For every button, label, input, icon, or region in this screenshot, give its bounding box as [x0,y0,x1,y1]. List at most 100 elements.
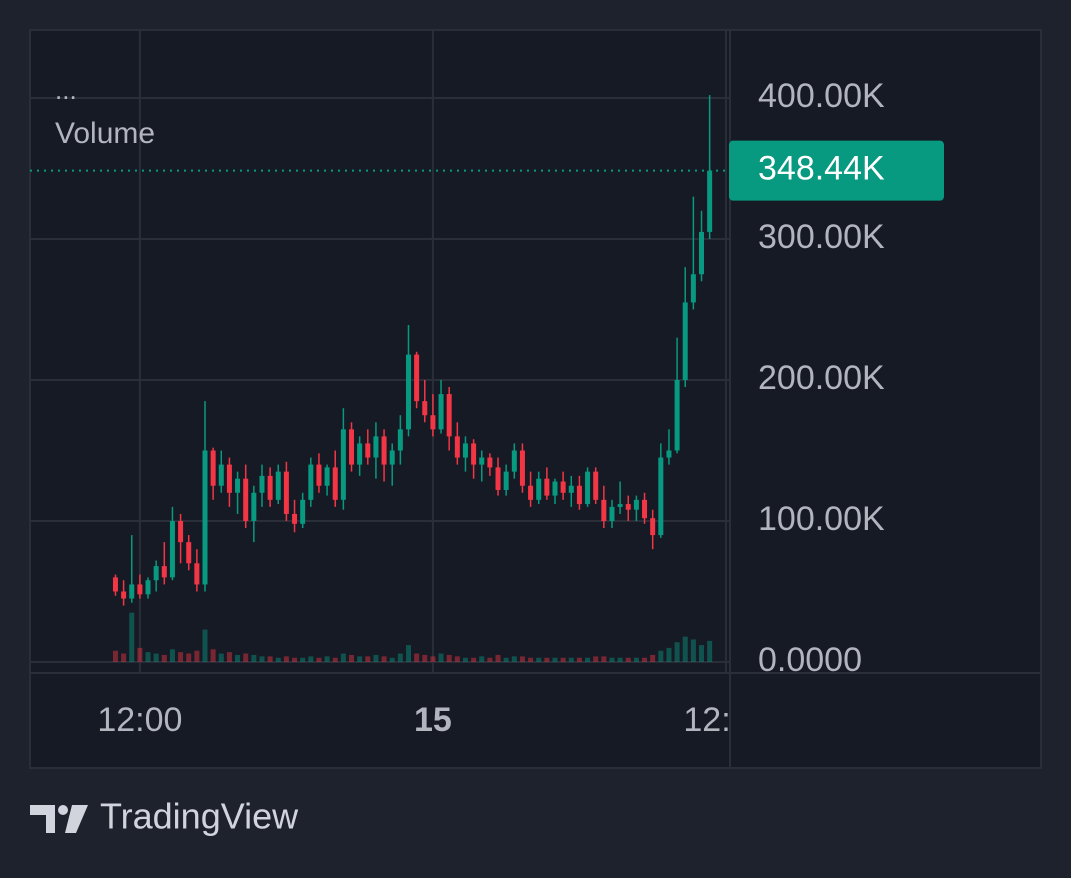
brand-name: TradingView [100,796,299,837]
volume-bar [129,612,135,663]
candle-body [316,464,322,486]
volume-bar [471,657,477,663]
candle-body [365,443,371,458]
volume-bar [658,650,664,663]
volume-bar [544,657,550,663]
overlay: 348.44K [30,140,944,201]
candle-body [235,478,241,493]
volume-bar [585,657,591,663]
volume-bar [145,652,151,663]
candle-body [560,481,566,493]
candle-body [202,450,208,585]
candle-body [593,471,599,500]
candle-body [275,471,281,500]
plot-area [112,95,713,663]
candle-body [576,485,582,505]
candle-body [389,450,395,465]
candle-body [682,302,688,380]
candle-body [300,499,306,524]
candle-body [145,580,151,595]
volume-bar [186,653,192,663]
candle-body [699,231,705,275]
volume-bar [487,657,493,663]
candle-body [585,471,591,505]
volume-bar [292,657,298,663]
legend-menu[interactable]: ... [55,75,77,105]
candle-body [405,354,411,430]
volume-bar [373,654,379,663]
logo-shape [30,805,55,833]
volume-bar [112,650,118,663]
volume-bar [707,640,713,663]
volume-bar [642,657,648,663]
candle-body [422,401,428,416]
candle-body [218,464,224,486]
volume-bar [389,657,395,663]
volume-bar [430,656,436,663]
volume-bar [560,657,566,663]
candle-body [674,379,680,451]
candle-body [397,429,403,451]
volume-bar [536,657,542,663]
candle-body [438,394,444,430]
volume-bar [699,645,705,663]
candle-body [251,492,257,521]
volume-bar [357,656,363,663]
y-tick-label: 300.00K [758,218,885,256]
volume-bar [300,657,306,663]
volume-bar [178,652,184,663]
volume-bar [552,657,558,663]
volume-bar [454,656,460,663]
candle-body [454,436,460,458]
volume-bar [365,656,371,663]
candle-body [210,450,216,486]
candle-body [658,457,664,536]
candle-body [194,563,200,585]
volume-bar [446,654,452,663]
candle-body [121,591,127,599]
volume-bar [666,647,672,663]
candle-body [430,415,436,430]
volume-bar [381,656,387,663]
volume-bar [316,657,322,663]
x-tick-label: 12:00 [97,701,182,739]
candle-body [462,443,468,458]
volume-bar [251,654,257,663]
candle-body [137,584,143,595]
time-axis: 12:00 15 12:00 [97,701,730,739]
candle-body [349,429,355,465]
y-tick-label: 200.00K [758,359,885,397]
candle-body [308,464,314,500]
volume-bar [267,656,273,663]
volume-bar [511,656,517,663]
candle-body [642,499,648,519]
candle-body [259,475,265,493]
candle-body [617,504,623,507]
volume-bar [495,654,501,663]
last-price-label: 348.44K [758,150,885,188]
candle-body [226,464,232,493]
candle-body [267,475,273,500]
candle-body [112,577,118,592]
volume-bar [259,656,265,663]
candle-body [324,467,330,486]
volume-bar [625,657,631,663]
candle-body [601,499,607,521]
candle-body [528,485,534,500]
volume-bar [528,657,534,663]
candle-body [357,443,363,465]
volume-bar [503,657,509,663]
logo-dot [58,805,68,815]
y-tick-label: 0.0000 [758,641,862,679]
volume-bar [161,654,167,663]
volume-bar [275,657,281,663]
last-price-badge [729,140,944,201]
volume-bar [332,657,338,663]
candle-body [552,481,558,496]
volume-bar [226,652,232,663]
price-axis: 0.0000 100.00K 200.00K 300.00K 400.00K [758,77,885,679]
volume-bar [397,653,403,663]
volume-bar [235,654,241,663]
volume-bar [593,656,599,663]
